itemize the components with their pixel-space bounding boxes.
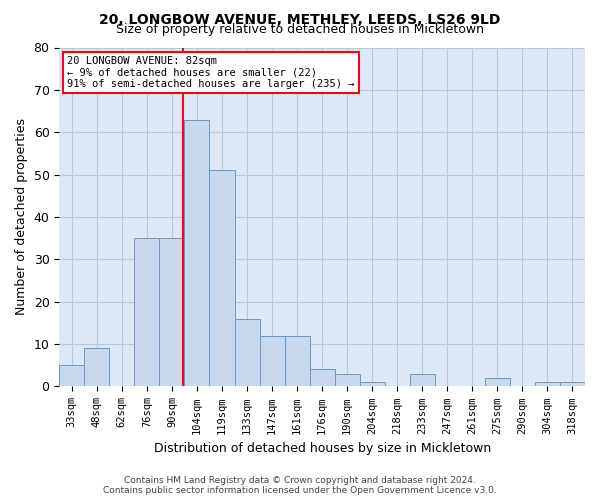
Bar <box>284 336 310 386</box>
Bar <box>560 382 585 386</box>
Bar <box>335 374 359 386</box>
Text: 20 LONGBOW AVENUE: 82sqm
← 9% of detached houses are smaller (22)
91% of semi-de: 20 LONGBOW AVENUE: 82sqm ← 9% of detache… <box>67 56 355 89</box>
Bar <box>410 374 435 386</box>
Bar <box>359 382 385 386</box>
Bar <box>310 370 335 386</box>
Text: Contains HM Land Registry data © Crown copyright and database right 2024.
Contai: Contains HM Land Registry data © Crown c… <box>103 476 497 495</box>
Bar <box>160 238 184 386</box>
Text: 20, LONGBOW AVENUE, METHLEY, LEEDS, LS26 9LD: 20, LONGBOW AVENUE, METHLEY, LEEDS, LS26… <box>100 12 500 26</box>
Bar <box>209 170 235 386</box>
Bar <box>235 318 260 386</box>
X-axis label: Distribution of detached houses by size in Mickletown: Distribution of detached houses by size … <box>154 442 491 455</box>
Y-axis label: Number of detached properties: Number of detached properties <box>15 118 28 316</box>
Bar <box>485 378 510 386</box>
Bar <box>59 366 85 386</box>
Bar <box>184 120 209 386</box>
Bar <box>134 238 160 386</box>
Bar <box>535 382 560 386</box>
Text: Size of property relative to detached houses in Mickletown: Size of property relative to detached ho… <box>116 22 484 36</box>
Bar <box>85 348 109 387</box>
Bar <box>260 336 284 386</box>
